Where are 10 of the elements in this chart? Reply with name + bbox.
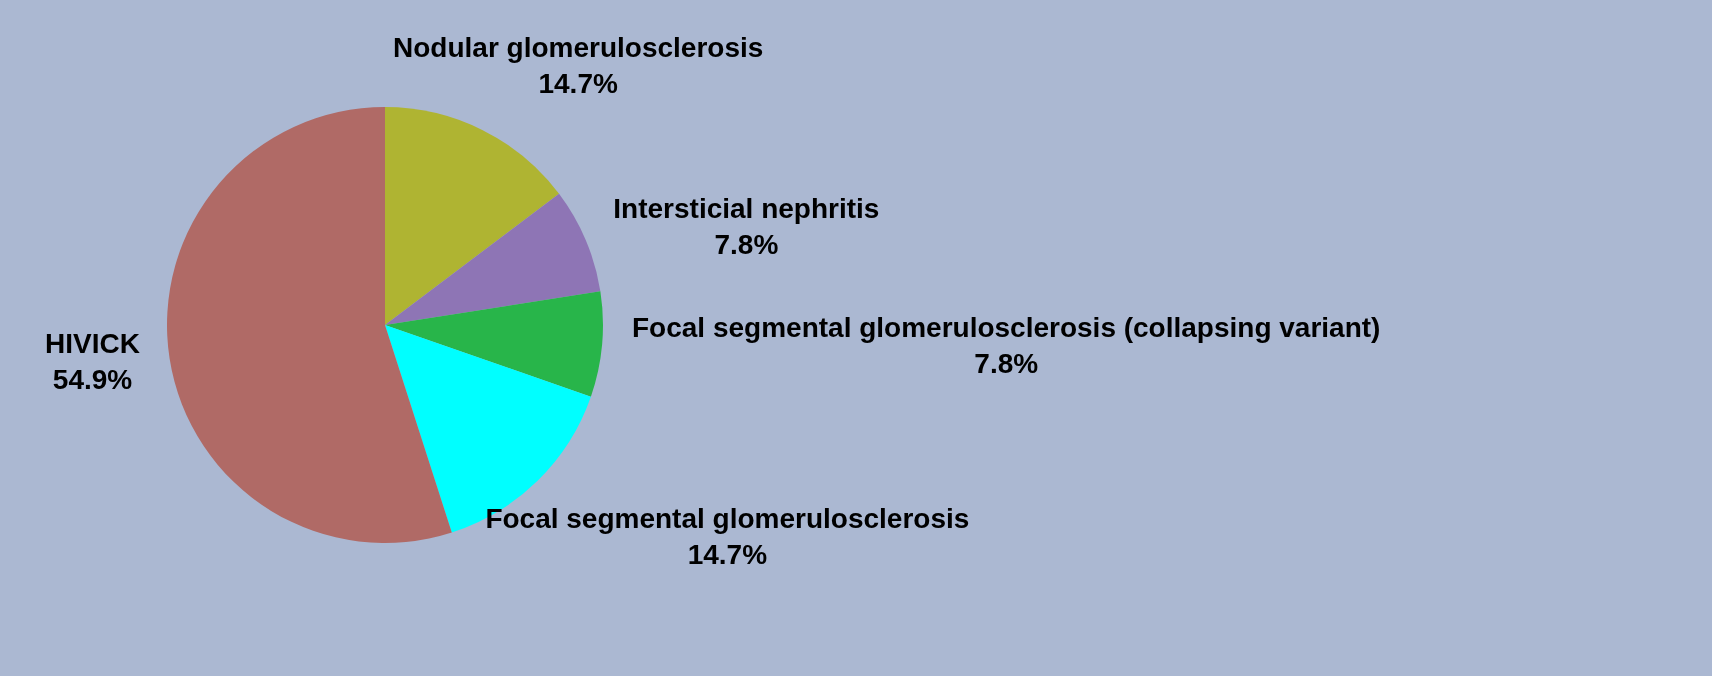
slice-label: Nodular glomerulosclerosis — [393, 31, 764, 63]
data-label: 54.9% — [52, 364, 133, 396]
slice-label: Focal segmental glomerulosclerosis (collapsing variant) — [632, 311, 1381, 343]
slice-label: HIVICK — [45, 328, 140, 360]
slice-label: Focal segmental glomerulosclerosis — [485, 503, 970, 535]
data-label: 7.8% — [974, 347, 1039, 379]
data-label: 14.7% — [538, 67, 618, 99]
data-label: 14.7% — [687, 539, 768, 571]
data-label: 7.8% — [714, 228, 779, 260]
slice-label: Intersticial nephritis — [613, 192, 880, 224]
